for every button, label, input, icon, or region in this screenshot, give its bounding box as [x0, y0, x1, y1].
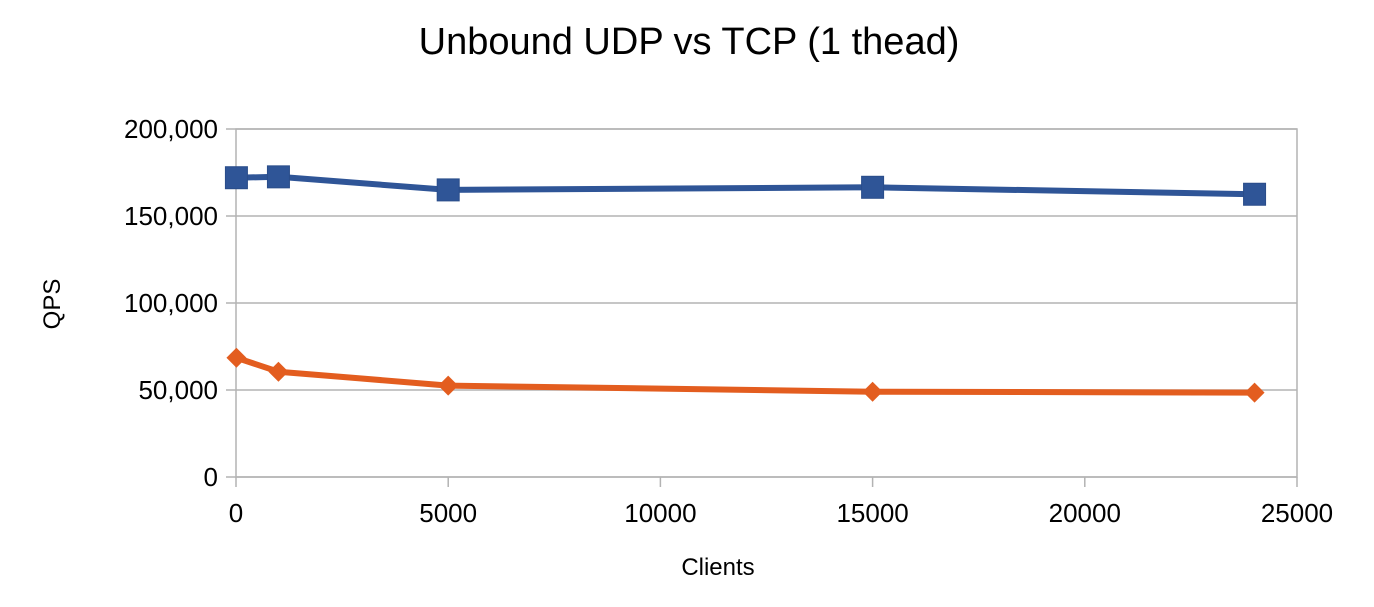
data-point: [266, 165, 290, 189]
data-point: [268, 361, 289, 382]
x-tick-label: 10000: [624, 498, 696, 528]
data-point: [436, 178, 460, 202]
y-axis-ticks: 0 50,000 100,000 150,000 200,000: [124, 114, 218, 492]
y-tick-label: 100,000: [124, 288, 218, 318]
x-axis-ticks: 0 5000 10000 15000 20000 25000: [229, 498, 1333, 528]
data-point: [1244, 382, 1265, 403]
data-point: [226, 347, 247, 368]
data-point: [861, 175, 885, 199]
x-tick-label: 25000: [1261, 498, 1333, 528]
series-line: [235, 354, 1255, 396]
x-tick-label: 5000: [419, 498, 477, 528]
data-point: [1243, 182, 1267, 206]
y-axis-title: QPS: [39, 279, 66, 330]
data-point: [862, 381, 883, 402]
chart-title: Unbound UDP vs TCP (1 thead): [419, 21, 960, 63]
series-2: [226, 347, 1265, 403]
y-tick-label: 200,000: [124, 114, 218, 144]
x-tick-label: 0: [229, 498, 243, 528]
series-1: [224, 165, 1267, 206]
y-tick-label: 0: [204, 462, 218, 492]
x-tick-label: 15000: [836, 498, 908, 528]
x-tick-label: 20000: [1049, 498, 1121, 528]
series-line: [236, 173, 1255, 198]
y-tick-label: 150,000: [124, 201, 218, 231]
data-point: [438, 375, 459, 396]
series-layer: [224, 165, 1267, 403]
plot-area: [235, 128, 1298, 478]
y-tick-label: 50,000: [138, 375, 218, 405]
x-axis-title: Clients: [681, 554, 754, 581]
data-point: [224, 166, 248, 190]
